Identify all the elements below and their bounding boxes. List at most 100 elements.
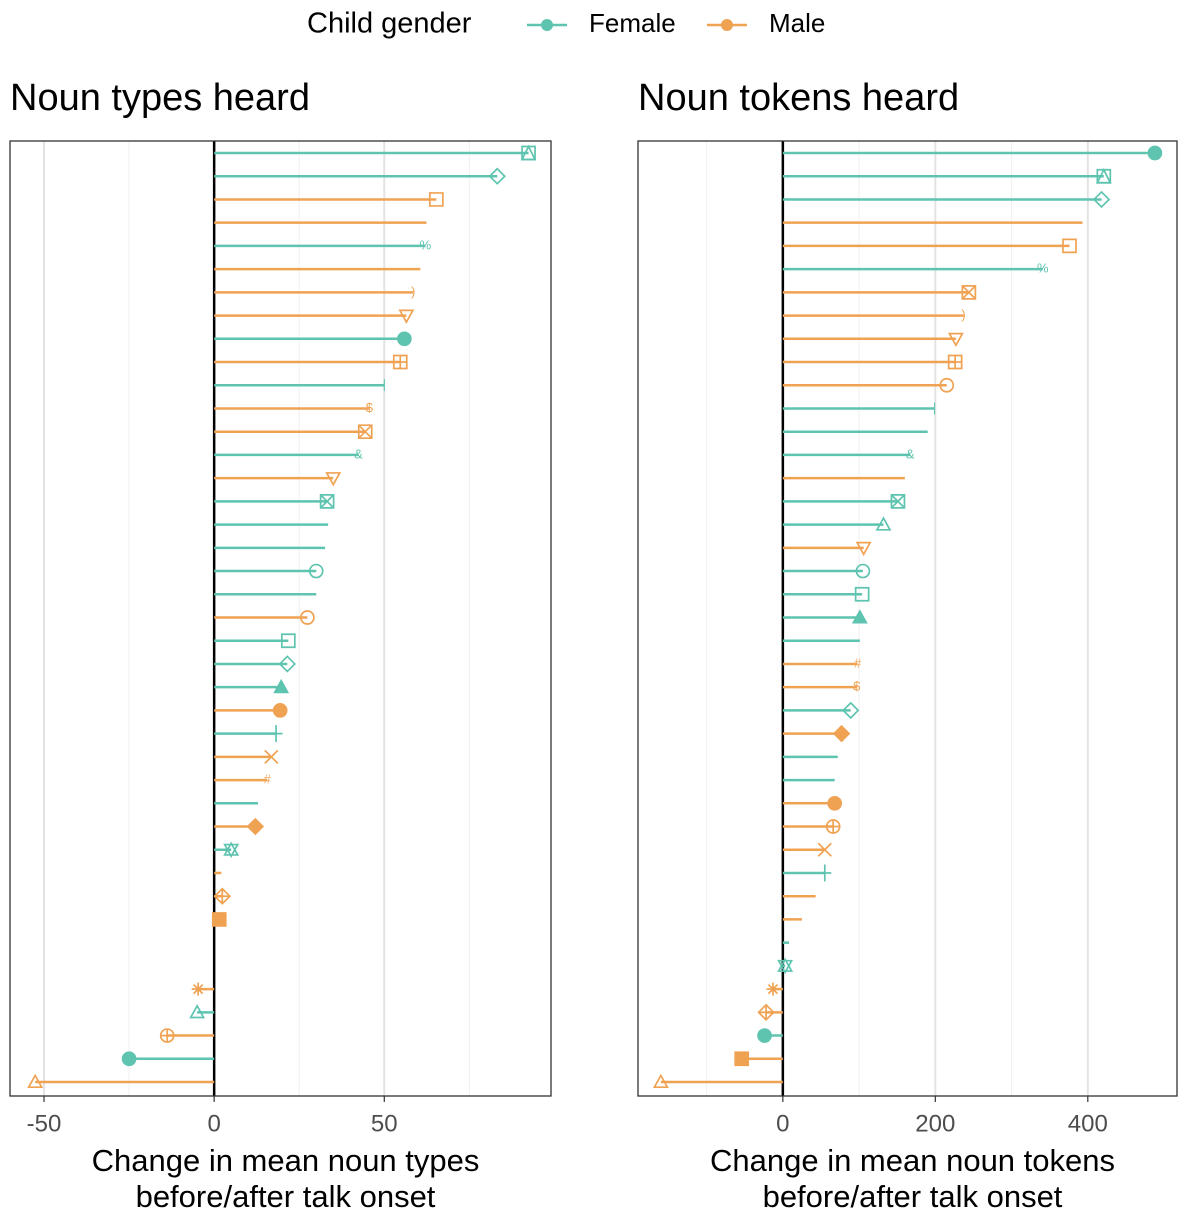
marker [939,377,955,393]
marker-glyph: & [906,446,915,461]
legend-key-dot [541,19,553,31]
marker-part [520,144,537,161]
marker-part [121,1051,137,1067]
marker [1147,145,1163,161]
marker [319,494,335,509]
marker-part [947,332,964,348]
marker-part [246,817,265,836]
marker [1062,238,1077,254]
marker-part [875,516,892,531]
marker-part [1092,190,1111,209]
marker [191,982,205,996]
x-axis-label: Change in mean noun tokens [710,1143,1115,1178]
marker [842,701,860,720]
marker-part [308,563,324,579]
marker [757,1028,772,1043]
marker-part [273,678,290,694]
marker [428,192,444,207]
marker-part [842,701,860,720]
marker [827,795,843,811]
marker [947,354,963,370]
marker [325,472,342,487]
panel-background [638,141,1177,1096]
marker [652,1073,669,1089]
marker-part [27,1073,44,1089]
marker [398,309,415,324]
marker [825,819,841,834]
x-tick-label: 0 [776,1110,789,1137]
marker-part [278,655,297,673]
marker [159,1028,175,1043]
panel-border [9,140,552,1097]
marker [757,1003,775,1022]
marker-part [767,983,779,995]
marker [189,1004,206,1019]
marker [308,563,324,579]
marker [264,749,279,764]
marker [213,887,232,905]
marker-glyph: % [420,237,432,252]
panel-title: Noun types heard [10,77,310,119]
marker-part [189,1004,206,1019]
marker-glyph: # [264,772,272,787]
marker-part [777,959,794,975]
marker-part [652,1073,669,1089]
marker-part [398,309,415,324]
marker [280,633,296,649]
marker-part [1095,167,1112,184]
marker-part [890,494,906,509]
marker-glyph: | [383,377,386,392]
marker [817,842,832,857]
marker-part [358,424,373,439]
marker-part [428,192,444,207]
marker-part [392,354,408,370]
marker [392,354,408,370]
marker-part [488,167,506,185]
marker-part [1062,238,1077,254]
marker-part [264,749,279,764]
x-tick-label: 50 [371,1110,398,1137]
marker-glyph: ) [411,284,415,299]
marker-glyph: | [933,400,936,415]
marker-glyph: % [1037,261,1049,276]
marker-part [855,563,871,579]
marker-part [280,633,296,649]
marker [278,655,297,673]
marker [211,912,227,927]
marker [855,541,872,557]
marker [855,563,871,579]
legend-label: Female [589,8,676,38]
marker [520,144,537,161]
marker-part [223,843,240,859]
marker [947,332,964,348]
panel-title: Noun tokens heard [638,77,959,119]
marker-part [397,331,412,347]
marker [1092,190,1111,209]
marker-part [300,610,315,625]
marker [300,610,315,625]
marker [1095,167,1112,184]
marker [851,609,868,624]
marker [875,516,892,531]
marker-part [827,795,843,811]
marker-part [325,472,342,487]
x-tick-label: 200 [915,1110,955,1137]
legend-title: Child gender [307,8,472,40]
marker [488,167,506,185]
marker [272,703,288,718]
marker-part [211,912,227,927]
marker-glyph: $ [853,679,861,694]
marker-part [734,1051,750,1067]
marker [854,586,870,602]
marker [832,724,851,743]
marker-part [817,842,832,857]
marker [734,1051,750,1067]
marker-glyph: & [354,446,363,461]
marker-part [1147,145,1163,161]
marker [357,424,373,440]
marker-part [272,703,288,718]
marker-part [832,724,851,743]
marker-glyph: ) [961,307,965,322]
marker [269,725,283,743]
